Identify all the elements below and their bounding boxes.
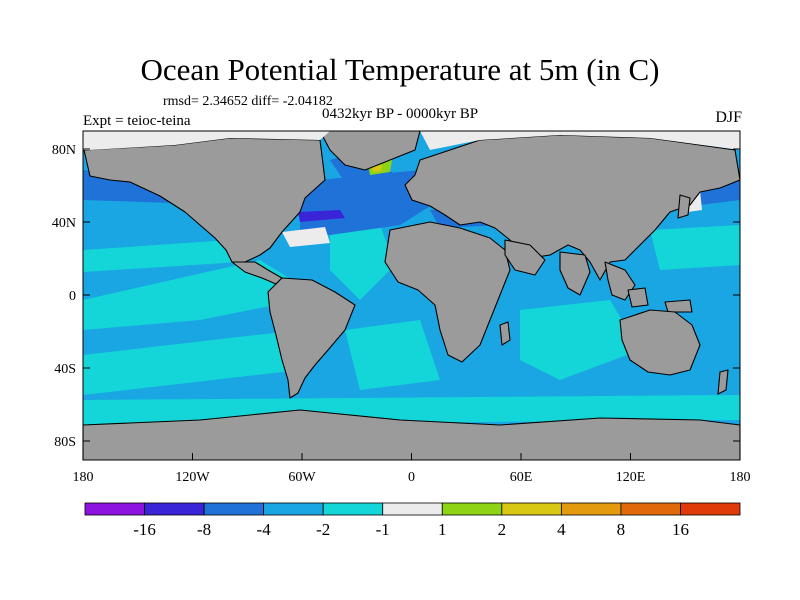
new-zealand <box>717 369 729 395</box>
colorbar-label: 8 <box>617 520 626 539</box>
colorbar <box>84 502 741 516</box>
borneo <box>627 287 649 308</box>
colorbar-swatch <box>263 502 324 516</box>
southeast-asia <box>604 261 636 301</box>
lon-axis <box>82 453 741 460</box>
japan <box>677 194 691 219</box>
colorbar-label: -8 <box>197 520 211 539</box>
south-america <box>267 277 356 399</box>
south-pacific-belt <box>83 330 300 395</box>
period-label: 0432kyr BP - 0000kyr BP <box>322 106 479 122</box>
australia <box>619 309 701 376</box>
colorbar-swatch <box>322 502 384 516</box>
colorbar-swatch <box>84 502 145 516</box>
map-title: Ocean Potential Temperature at 5m (in C) <box>140 52 660 87</box>
colorbar-label: 2 <box>498 520 507 539</box>
land-masses <box>82 130 741 461</box>
colorbar-swatch <box>203 502 265 516</box>
lon-tick-120e: 120E <box>616 470 646 485</box>
greenland <box>319 130 421 171</box>
tropical-belt-pacific <box>83 260 300 330</box>
colorbar-swatch <box>441 502 503 516</box>
subtropical-atlantic-neutral <box>282 227 330 247</box>
lon-tick-180w: 180 <box>73 470 94 485</box>
lat-tick-80s: 80S <box>54 435 76 450</box>
lon-tick-120w: 120W <box>175 470 210 485</box>
experiment-label: Expt = teioc-teina <box>83 113 191 129</box>
ice-mask <box>83 131 740 150</box>
gulf-stream-cooling <box>298 210 345 222</box>
lat-tick-40s: 40S <box>54 362 76 377</box>
lat-axis <box>83 148 740 442</box>
season-label: DJF <box>715 109 742 126</box>
lon-tick-180e: 180 <box>730 470 751 485</box>
europe-asia <box>404 134 741 281</box>
lat-tick-80n: 80N <box>52 143 76 158</box>
south-atlantic-patch <box>345 320 440 390</box>
colorbar-swatch <box>560 502 622 516</box>
colorbar-labels: -16 -8 -4 -2 -1 1 2 4 8 16 <box>133 520 689 539</box>
indian-ocean-patch <box>520 300 640 380</box>
arctic-ice-east <box>420 131 740 150</box>
colorbar-label: -2 <box>316 520 330 539</box>
new-guinea <box>664 299 693 313</box>
madagascar <box>499 321 511 346</box>
lat-tick-0: 0 <box>69 289 76 304</box>
colorbar-label: 16 <box>672 520 689 539</box>
lat-tick-40n: 40N <box>52 216 76 231</box>
colorbar-swatch <box>680 502 741 516</box>
arabia <box>504 239 546 276</box>
colorbar-swatch <box>144 502 205 516</box>
colorbar-label: 4 <box>557 520 566 539</box>
colorbar-label: -4 <box>257 520 272 539</box>
colorbar-label: -1 <box>376 520 390 539</box>
colorbar-swatch <box>501 502 562 516</box>
lon-tick-60w: 60W <box>288 470 316 485</box>
north-pacific-patch <box>83 240 240 272</box>
colorbar-swatch <box>620 502 681 516</box>
west-pacific-patch <box>650 225 740 270</box>
atlantic-tropical-patch <box>330 225 395 300</box>
india <box>559 251 591 296</box>
colorbar-label: 1 <box>438 520 447 539</box>
colorbar-label: -16 <box>133 520 156 539</box>
lon-tick-0: 0 <box>408 470 415 485</box>
stats-label: rmsd= 2.34652 diff= -2.04182 <box>163 94 333 109</box>
colorbar-swatch <box>382 502 443 516</box>
arctic-ice-west <box>83 131 330 150</box>
africa <box>384 221 511 363</box>
lon-tick-60e: 60E <box>510 470 533 485</box>
